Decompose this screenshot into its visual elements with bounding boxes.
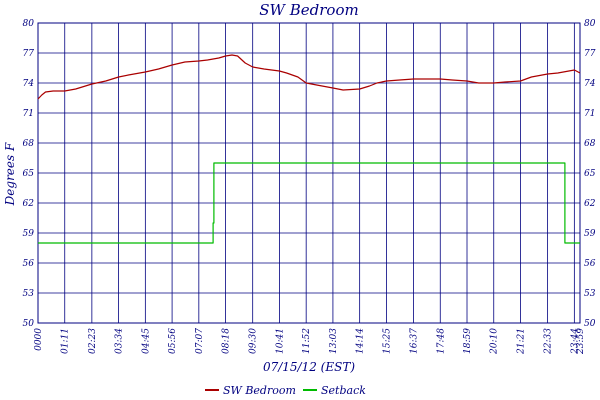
x-tick-label: 14:14 bbox=[356, 328, 366, 354]
y-tick-label-right: 74 bbox=[584, 79, 596, 89]
series-lines bbox=[37, 54, 581, 244]
x-tick-label: 15:25 bbox=[382, 328, 392, 354]
y-tick-label-right: 50 bbox=[584, 319, 596, 329]
series-line-1 bbox=[38, 162, 580, 244]
y-tick-label-right: 56 bbox=[584, 259, 596, 269]
x-tick-label: 13:03 bbox=[329, 328, 339, 354]
y-tick-label: 71 bbox=[23, 109, 34, 119]
y-tick-label-right: 80 bbox=[584, 19, 596, 29]
y-tick-label: 80 bbox=[23, 19, 35, 29]
y-tick-label: 77 bbox=[23, 49, 35, 59]
x-tick-label: 09:30 bbox=[249, 328, 259, 354]
x-tick-label: 02:23 bbox=[88, 328, 98, 354]
y-tick-label: 56 bbox=[23, 259, 35, 269]
x-tick-label: 03:34 bbox=[115, 328, 125, 354]
y-tick-label: 50 bbox=[23, 319, 35, 329]
y-tick-label-right: 53 bbox=[584, 289, 596, 299]
y-tick-label: 53 bbox=[23, 289, 35, 299]
x-tick-label: 05:56 bbox=[168, 328, 178, 354]
y-tick-labels-right: 80 77 74 71 68 65 62 59 56 53 50 bbox=[584, 19, 596, 329]
grid bbox=[37, 22, 581, 324]
legend: SW Bedroom Setback bbox=[205, 384, 366, 397]
x-tick-label: 11:52 bbox=[302, 328, 312, 354]
x-tick-label: 22:33 bbox=[544, 328, 554, 355]
y-tick-label: 74 bbox=[23, 79, 35, 89]
x-tick-label: 17:48 bbox=[436, 328, 446, 354]
y-tick-label-right: 68 bbox=[584, 139, 596, 149]
x-tick-label: 04:45 bbox=[141, 328, 151, 354]
y-tick-label: 65 bbox=[23, 169, 35, 179]
y-tick-labels-left: 80 77 74 71 68 65 62 59 56 53 50 bbox=[23, 19, 35, 329]
x-tick-label: 07:07 bbox=[195, 328, 205, 354]
x-tick-label: 0000 bbox=[34, 328, 44, 351]
x-tick-label: 18:59 bbox=[463, 328, 473, 354]
y-tick-label: 59 bbox=[23, 229, 35, 239]
y-tick-label-right: 62 bbox=[584, 199, 596, 209]
x-tick-label: 21:21 bbox=[516, 328, 526, 355]
y-tick-label: 68 bbox=[23, 139, 35, 149]
y-tick-label-right: 59 bbox=[584, 229, 596, 239]
y-tick-label-right: 65 bbox=[584, 169, 596, 179]
x-tick-label: 20:10 bbox=[490, 328, 500, 355]
y-tick-label: 62 bbox=[23, 199, 35, 209]
x-axis-label: 07/15/12 (EST) bbox=[263, 360, 355, 374]
chart-title: SW Bedroom bbox=[259, 1, 358, 19]
x-tick-label: 23:44 bbox=[570, 328, 580, 355]
x-tick-label: 23:59 bbox=[576, 328, 586, 355]
x-tick-labels: 0000 01:11 02:23 03:34 04:45 05:56 07:07 08:18 0… bbox=[34, 328, 586, 355]
series-line-0 bbox=[37, 54, 581, 100]
x-tick-label: 01:11 bbox=[61, 328, 71, 354]
x-tick-label: 16:37 bbox=[410, 328, 420, 354]
x-tick-label: 10:41 bbox=[275, 328, 285, 354]
y-tick-label-right: 71 bbox=[584, 109, 595, 119]
x-tick-label: 08:18 bbox=[222, 328, 232, 354]
y-tick-label-right: 77 bbox=[584, 49, 596, 59]
legend-label: SW Bedroom bbox=[223, 384, 296, 397]
y-axis-label: Degrees F bbox=[3, 142, 17, 206]
legend-label: Setback bbox=[321, 384, 366, 397]
